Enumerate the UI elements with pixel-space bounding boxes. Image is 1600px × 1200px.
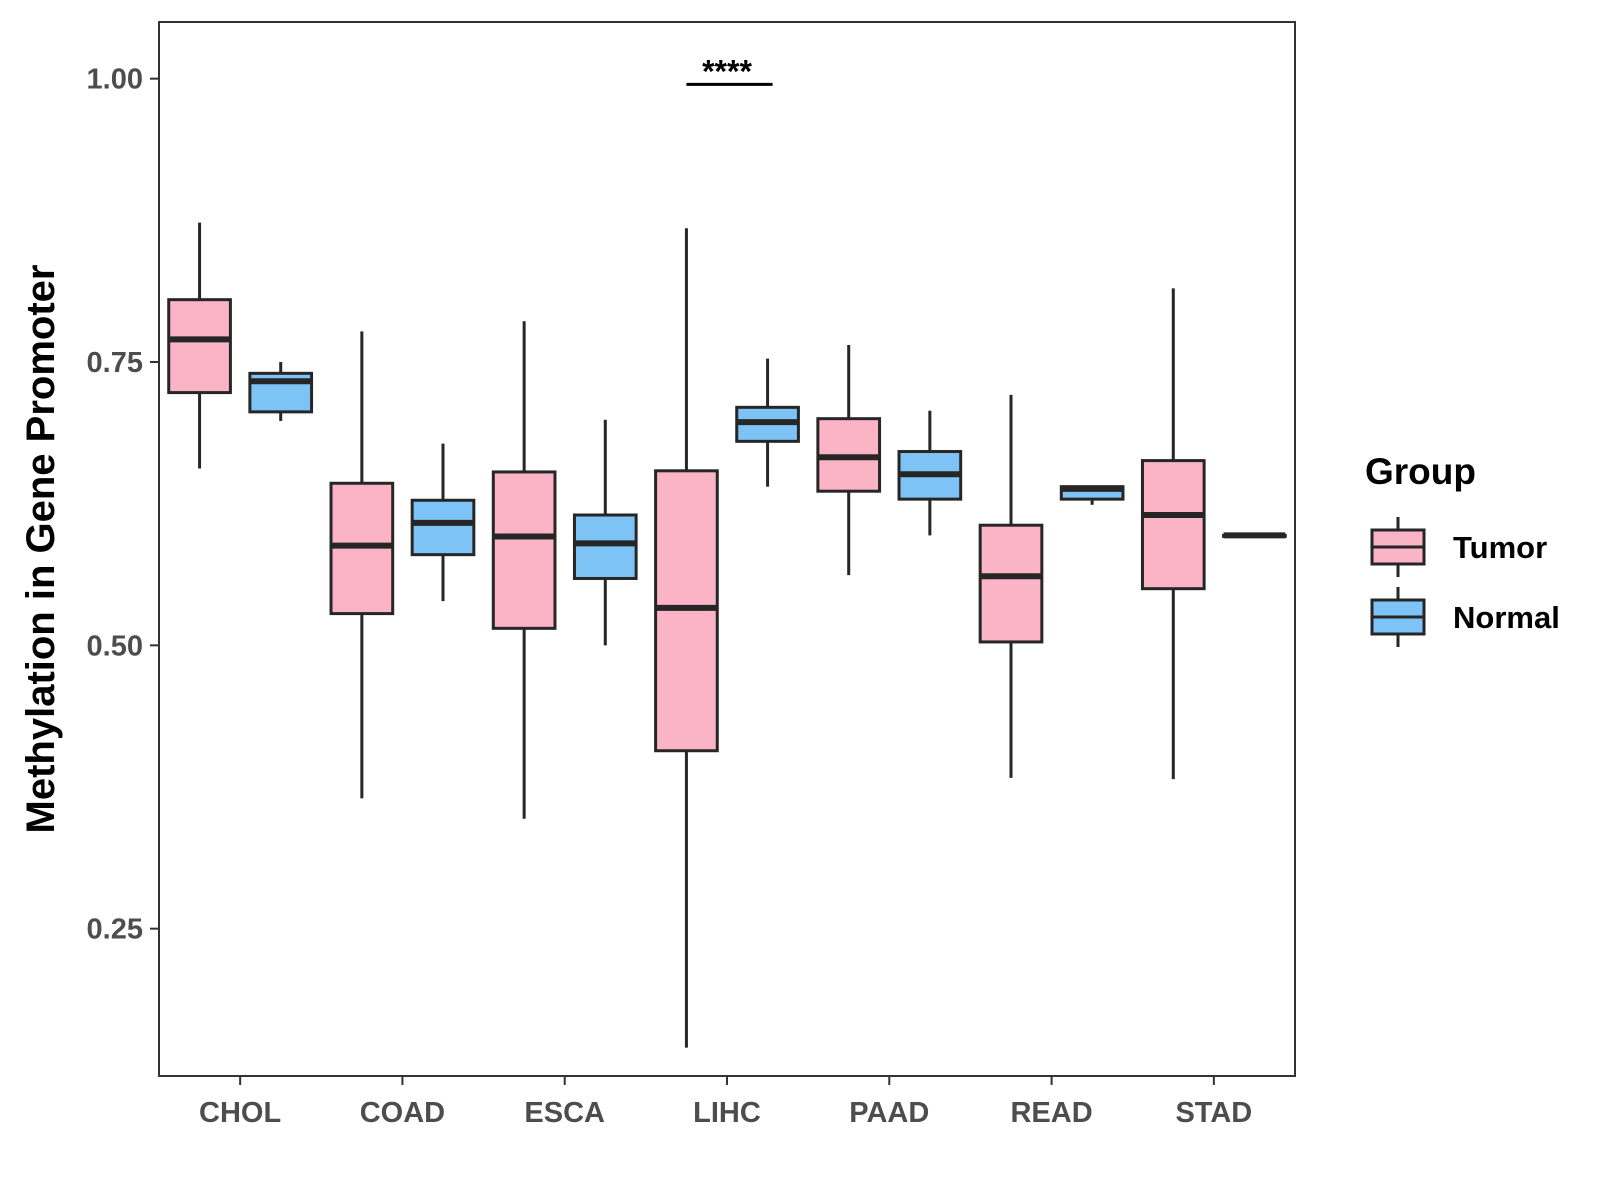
plot-panel-border (158, 21, 1296, 1077)
box-tumor-read (978, 523, 1044, 644)
legend-label-tumor: Tumor (1453, 530, 1547, 565)
y-tick-label: 0.25 (87, 914, 143, 946)
x-tick-label: READ (1010, 1097, 1092, 1129)
y-tick-label: 0.50 (87, 630, 143, 662)
box-tumor-esca (491, 470, 557, 630)
y-tick-label: 0.75 (87, 347, 143, 379)
legend-label-normal: Normal (1453, 600, 1560, 635)
box-tumor-stad (1140, 459, 1206, 591)
x-tick-label: PAAD (849, 1097, 929, 1129)
significance-label: **** (702, 53, 752, 89)
y-axis-title: Methylation in Gene Promoter (19, 265, 63, 834)
x-tick-label: STAD (1175, 1097, 1252, 1129)
x-tick-label: COAD (360, 1097, 445, 1129)
legend-title: Group (1365, 451, 1476, 492)
x-tick-label: ESCA (524, 1097, 605, 1129)
x-tick-label: LIHC (693, 1097, 761, 1129)
y-tick-label: 1.00 (87, 64, 143, 96)
box-normal-coad (410, 498, 476, 557)
x-tick-label: CHOL (199, 1097, 281, 1129)
box-normal-esca (572, 513, 638, 580)
box-tumor-chol (167, 298, 232, 395)
